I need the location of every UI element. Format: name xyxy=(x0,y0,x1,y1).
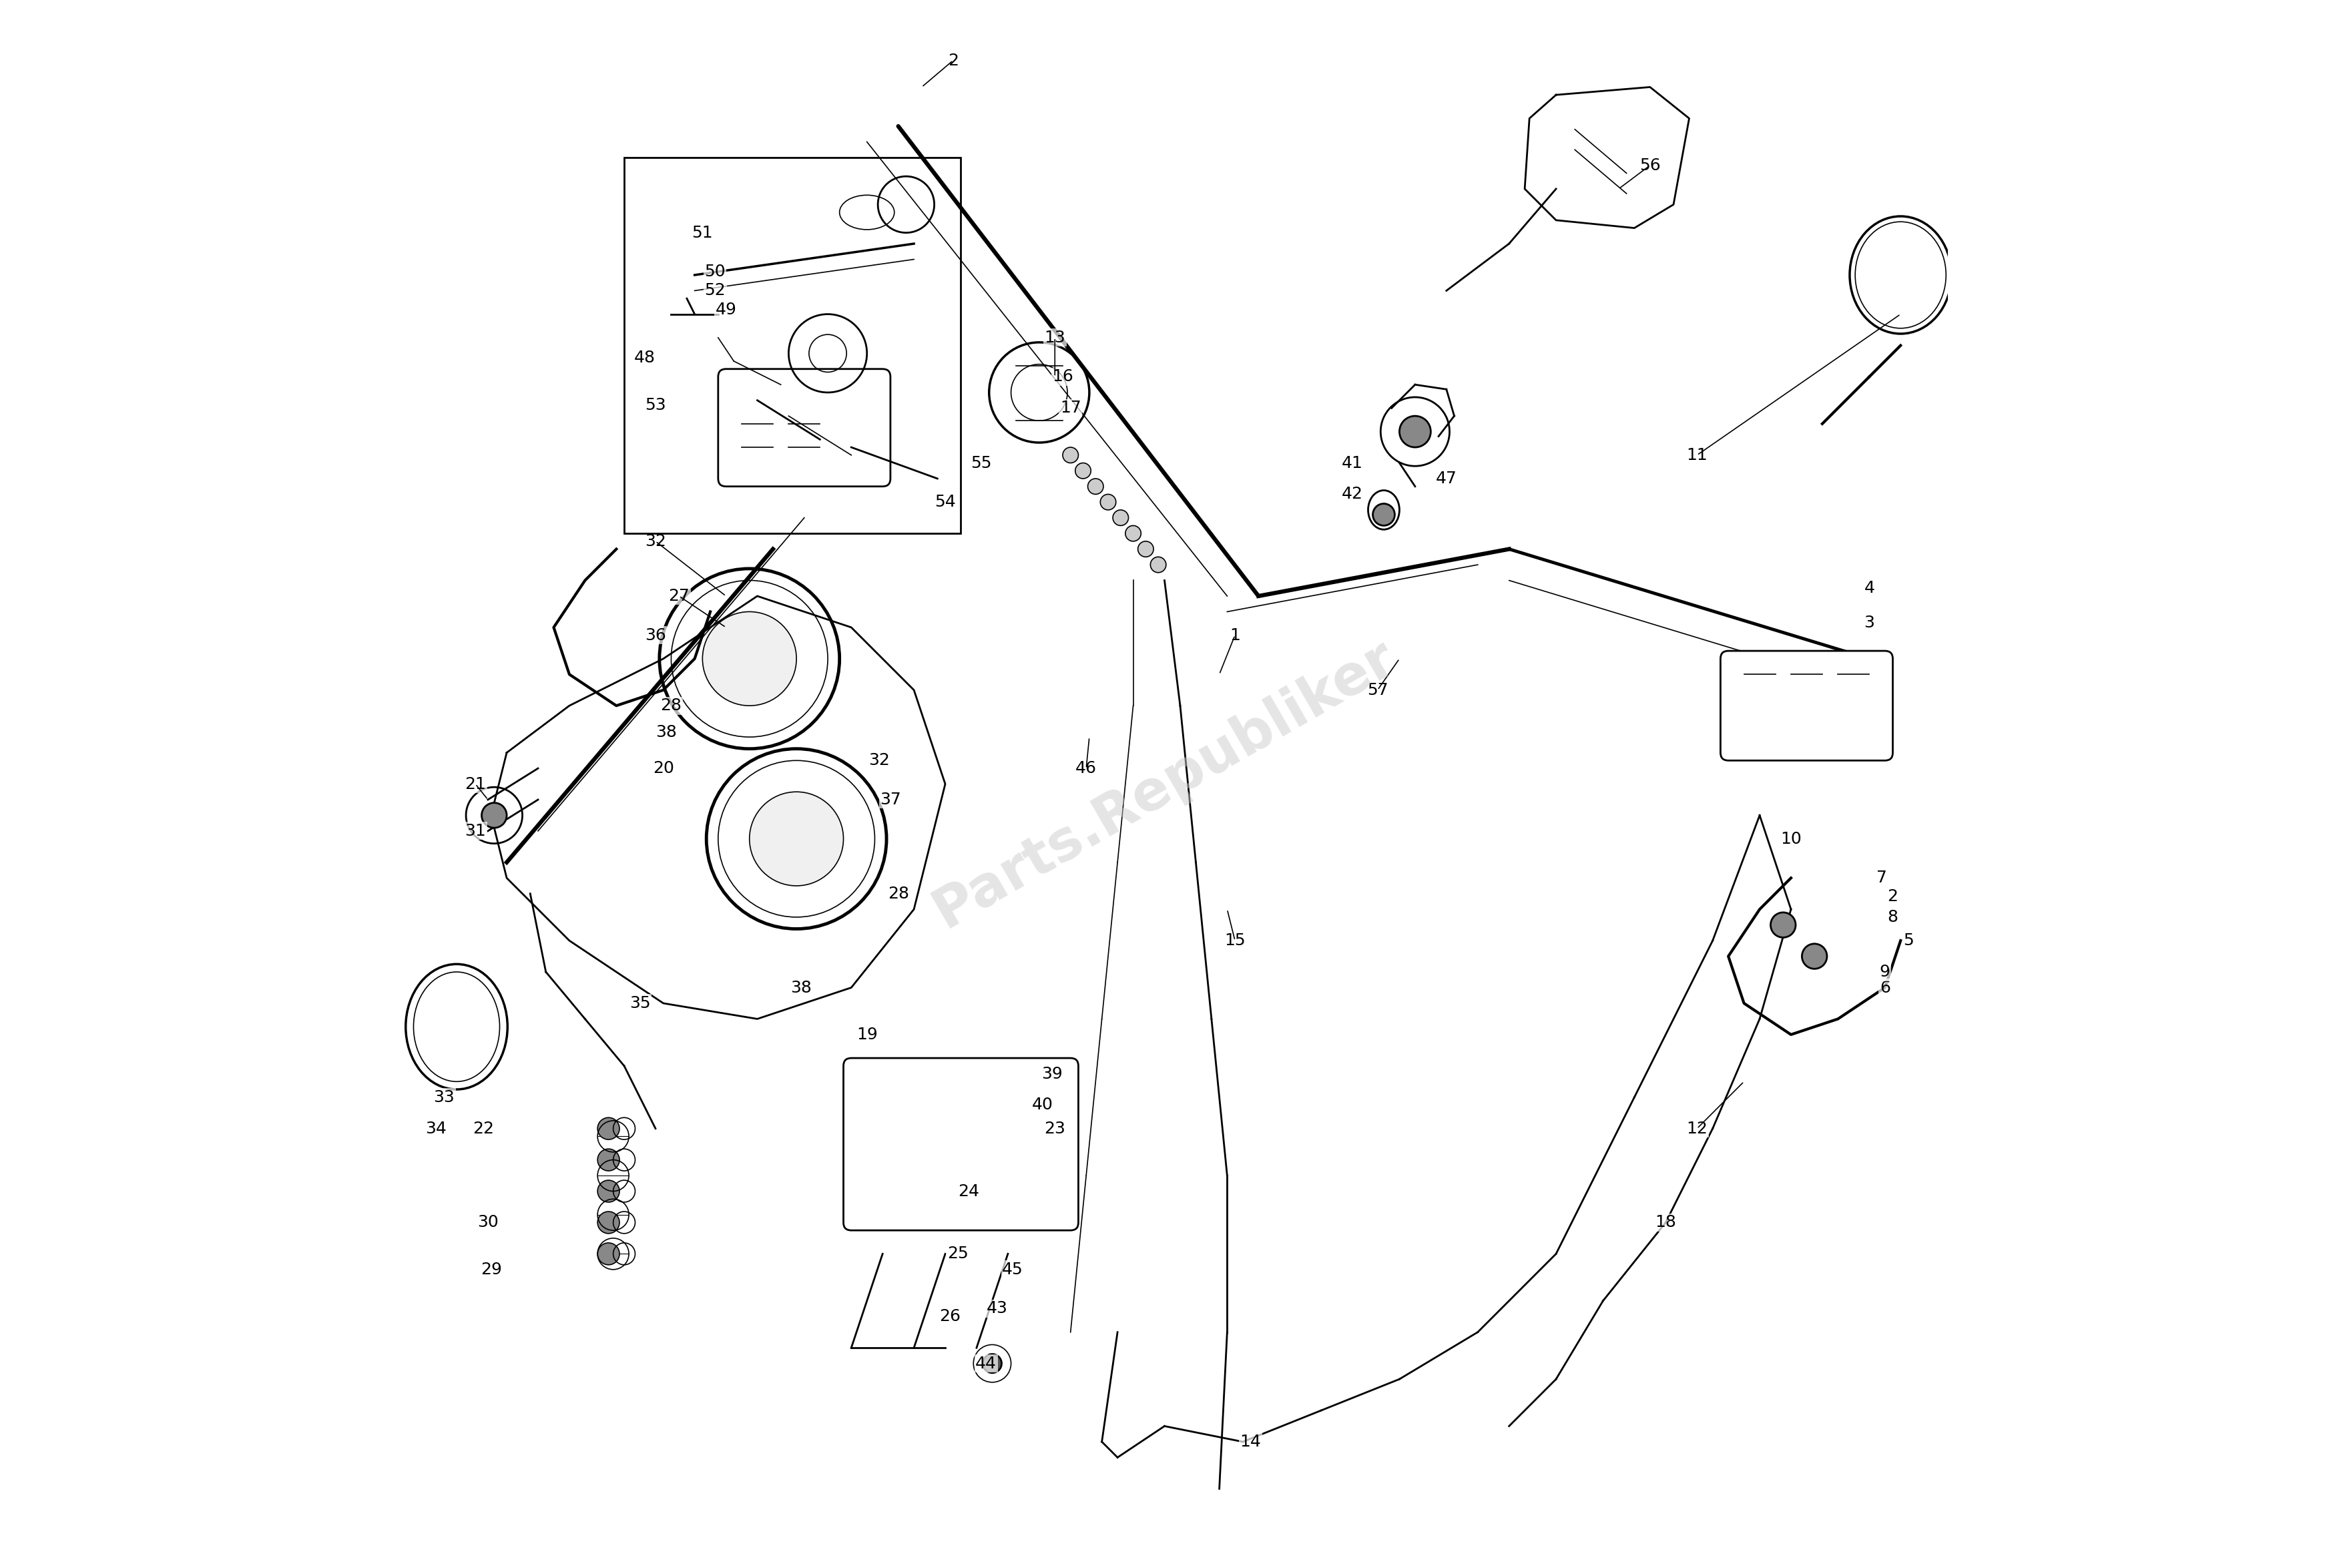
Text: 9: 9 xyxy=(1880,964,1891,980)
Text: Parts.Republiker: Parts.Republiker xyxy=(925,629,1404,939)
Circle shape xyxy=(1803,944,1826,969)
Circle shape xyxy=(1770,913,1796,938)
Text: 25: 25 xyxy=(948,1247,969,1262)
Text: 30: 30 xyxy=(477,1215,498,1231)
Text: 48: 48 xyxy=(633,350,654,365)
Circle shape xyxy=(1076,463,1090,478)
Text: 40: 40 xyxy=(1032,1098,1053,1113)
Text: 45: 45 xyxy=(1001,1262,1022,1278)
Text: 16: 16 xyxy=(1053,368,1074,384)
Text: 37: 37 xyxy=(880,792,901,808)
Text: 2: 2 xyxy=(1886,889,1898,905)
Text: 26: 26 xyxy=(939,1308,960,1325)
Text: 31: 31 xyxy=(466,823,487,839)
Text: 14: 14 xyxy=(1239,1433,1262,1450)
Text: 33: 33 xyxy=(433,1090,454,1105)
Text: 21: 21 xyxy=(466,776,487,792)
Text: 1: 1 xyxy=(1230,627,1241,643)
Circle shape xyxy=(599,1181,620,1203)
Text: 49: 49 xyxy=(715,301,736,317)
Circle shape xyxy=(1062,447,1078,463)
Text: 13: 13 xyxy=(1043,329,1064,345)
Text: 38: 38 xyxy=(657,724,678,740)
Text: 18: 18 xyxy=(1656,1215,1677,1231)
Text: 17: 17 xyxy=(1060,400,1081,416)
Text: 23: 23 xyxy=(1043,1121,1064,1137)
Text: 34: 34 xyxy=(426,1121,447,1137)
Text: 52: 52 xyxy=(703,282,727,298)
Text: 56: 56 xyxy=(1640,157,1661,174)
Text: 57: 57 xyxy=(1367,682,1388,698)
Text: 15: 15 xyxy=(1225,933,1246,949)
Text: 12: 12 xyxy=(1686,1121,1707,1137)
Circle shape xyxy=(1099,494,1116,510)
FancyBboxPatch shape xyxy=(717,368,890,486)
Text: 22: 22 xyxy=(473,1121,494,1137)
Text: 55: 55 xyxy=(971,455,992,470)
Circle shape xyxy=(1151,557,1167,572)
Text: 46: 46 xyxy=(1076,760,1097,776)
Text: 32: 32 xyxy=(645,533,666,549)
Text: 7: 7 xyxy=(1877,870,1886,886)
Circle shape xyxy=(599,1118,620,1140)
Circle shape xyxy=(599,1212,620,1234)
Text: 28: 28 xyxy=(887,886,908,902)
Text: 39: 39 xyxy=(1041,1066,1062,1082)
Text: 20: 20 xyxy=(652,760,673,776)
Circle shape xyxy=(983,1355,1001,1374)
Text: 3: 3 xyxy=(1863,615,1875,630)
Text: 41: 41 xyxy=(1342,455,1362,470)
Text: 43: 43 xyxy=(985,1300,1008,1317)
Bar xyxy=(624,157,962,533)
Text: 42: 42 xyxy=(1342,486,1362,502)
Text: 36: 36 xyxy=(645,627,666,643)
Circle shape xyxy=(1088,478,1104,494)
Ellipse shape xyxy=(703,612,797,706)
Text: 35: 35 xyxy=(629,996,650,1011)
Text: 54: 54 xyxy=(934,494,955,510)
Text: 50: 50 xyxy=(703,263,727,279)
Circle shape xyxy=(599,1243,620,1265)
Text: 5: 5 xyxy=(1903,933,1914,949)
Text: 10: 10 xyxy=(1779,831,1803,847)
Text: 28: 28 xyxy=(661,698,682,713)
Text: 6: 6 xyxy=(1880,980,1891,996)
Circle shape xyxy=(1125,525,1141,541)
Circle shape xyxy=(1139,541,1153,557)
Text: 24: 24 xyxy=(957,1184,981,1200)
Circle shape xyxy=(482,803,508,828)
Text: 44: 44 xyxy=(976,1355,997,1372)
Text: 4: 4 xyxy=(1863,580,1875,596)
Text: 8: 8 xyxy=(1886,909,1898,925)
Text: 2: 2 xyxy=(948,52,960,69)
Text: 32: 32 xyxy=(869,753,890,768)
Ellipse shape xyxy=(750,792,843,886)
Circle shape xyxy=(599,1149,620,1171)
Text: 51: 51 xyxy=(692,224,713,241)
Text: 11: 11 xyxy=(1686,447,1707,463)
Text: 47: 47 xyxy=(1435,470,1458,486)
FancyBboxPatch shape xyxy=(843,1058,1078,1231)
Text: 29: 29 xyxy=(480,1262,501,1278)
FancyBboxPatch shape xyxy=(1721,651,1893,760)
Text: 27: 27 xyxy=(668,588,689,604)
Circle shape xyxy=(1372,503,1395,525)
Text: 53: 53 xyxy=(645,397,666,412)
Circle shape xyxy=(1113,510,1130,525)
Text: 38: 38 xyxy=(790,980,813,996)
Circle shape xyxy=(1400,416,1430,447)
Text: 19: 19 xyxy=(857,1027,878,1043)
